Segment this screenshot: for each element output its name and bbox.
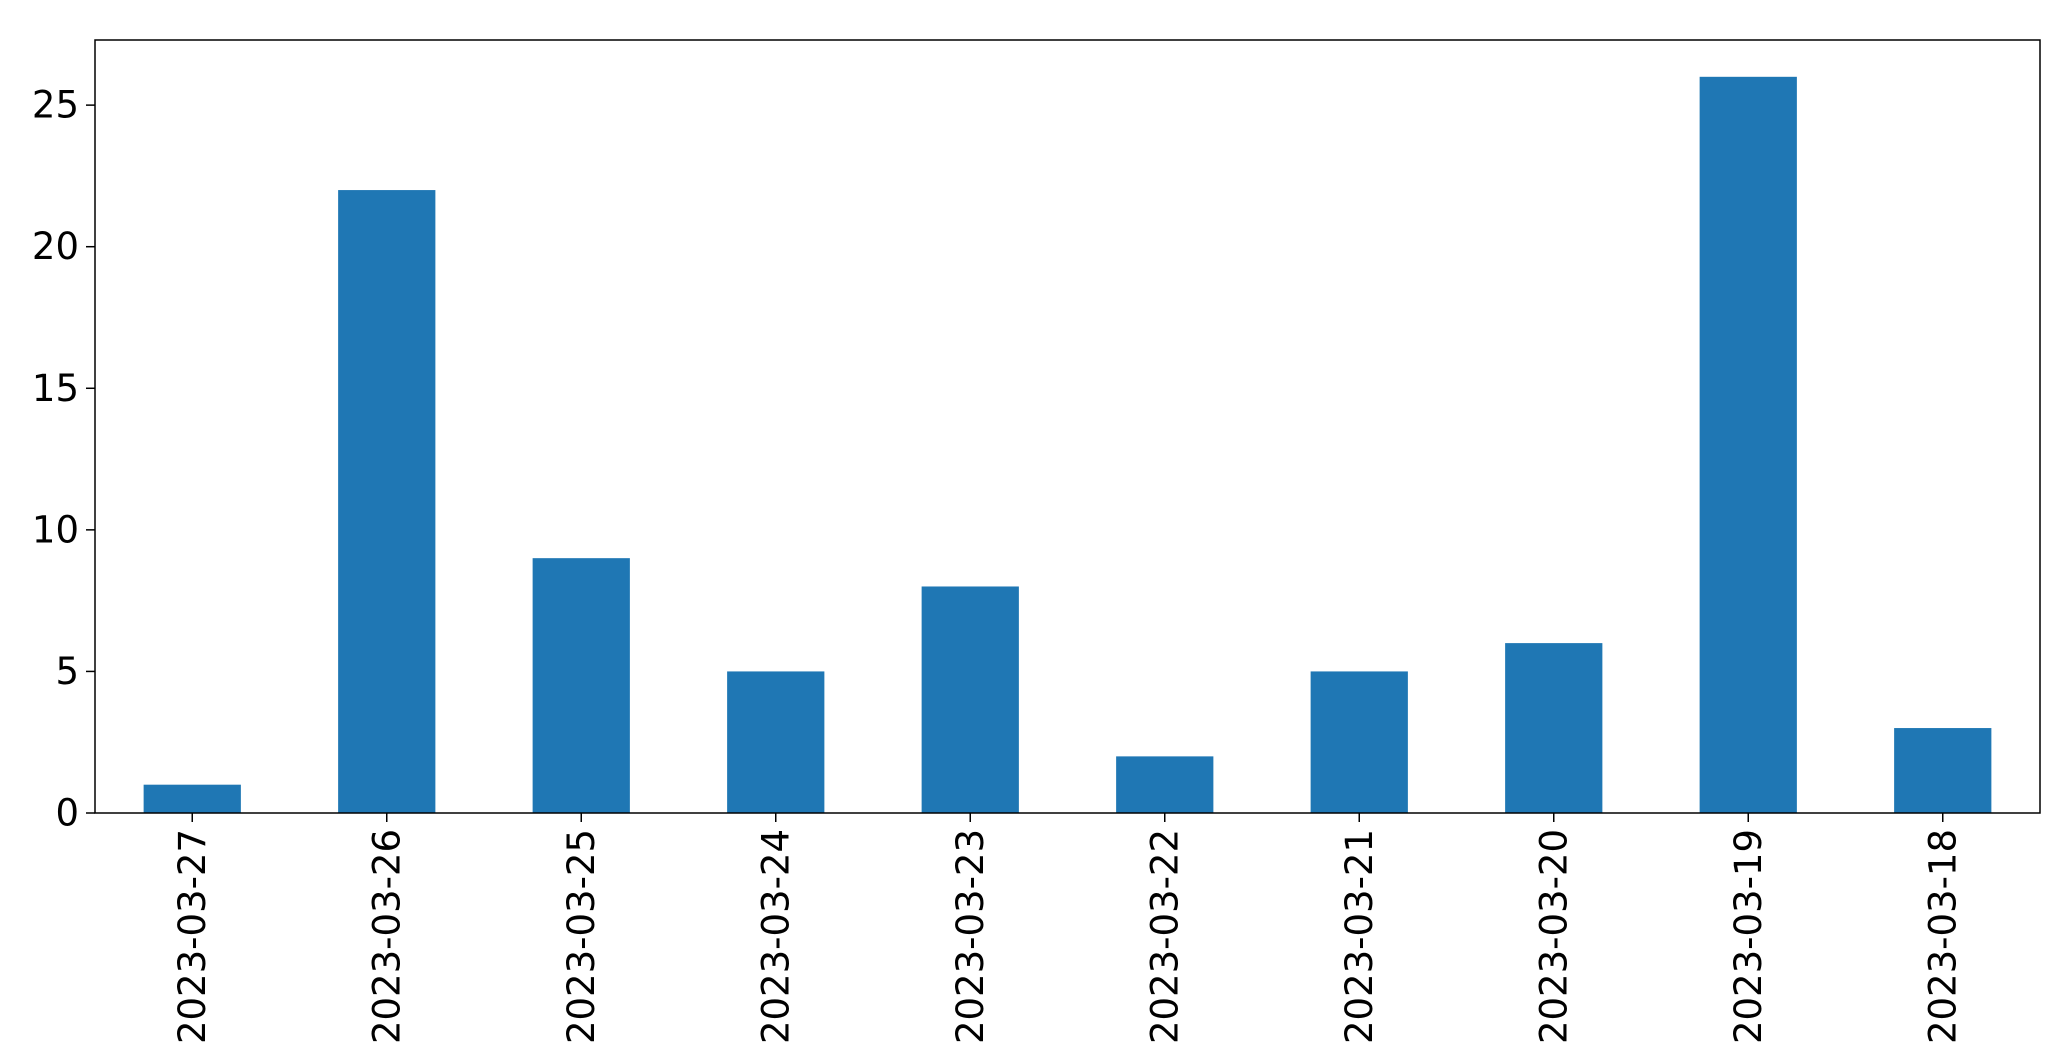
bar-2023-03-20 — [1505, 643, 1603, 813]
y-tick-label: 20 — [32, 225, 79, 268]
y-tick-label: 0 — [55, 792, 79, 835]
x-tick-label: 2023-03-19 — [1727, 829, 1770, 1044]
x-tick-label: 2023-03-25 — [560, 829, 603, 1044]
x-tick-label: 2023-03-24 — [754, 829, 797, 1044]
bar-2023-03-26 — [338, 190, 436, 814]
bar-2023-03-21 — [1310, 671, 1408, 813]
bar-2023-03-19 — [1699, 76, 1797, 814]
y-axis: 0 5 10 15 20 25 — [32, 84, 95, 835]
plot-frame — [94, 39, 2041, 814]
y-tick-label: 15 — [32, 367, 79, 410]
x-tick-label: 2023-03-22 — [1143, 829, 1186, 1044]
y-tick-label: 25 — [32, 84, 79, 127]
x-tick-label: 2023-03-23 — [949, 829, 992, 1044]
bars-group — [143, 76, 1992, 814]
x-tick-label: 2023-03-27 — [171, 829, 214, 1044]
bar-2023-03-27 — [143, 784, 241, 813]
x-axis: 2023-03-27 2023-03-26 2023-03-25 2023-03-24… — [171, 813, 1964, 1044]
x-tick-label: 2023-03-26 — [365, 829, 408, 1044]
bar-2023-03-23 — [921, 586, 1019, 813]
y-tick-label: 10 — [32, 508, 79, 551]
bar-2023-03-24 — [727, 671, 825, 813]
bar-2023-03-22 — [1116, 756, 1214, 813]
bar-2023-03-18 — [1894, 728, 1992, 813]
x-tick-label: 2023-03-20 — [1532, 829, 1575, 1044]
y-tick-label: 5 — [55, 650, 79, 693]
bar-2023-03-25 — [532, 558, 630, 813]
x-tick-label: 2023-03-18 — [1921, 829, 1964, 1044]
x-tick-label: 2023-03-21 — [1338, 829, 1381, 1044]
